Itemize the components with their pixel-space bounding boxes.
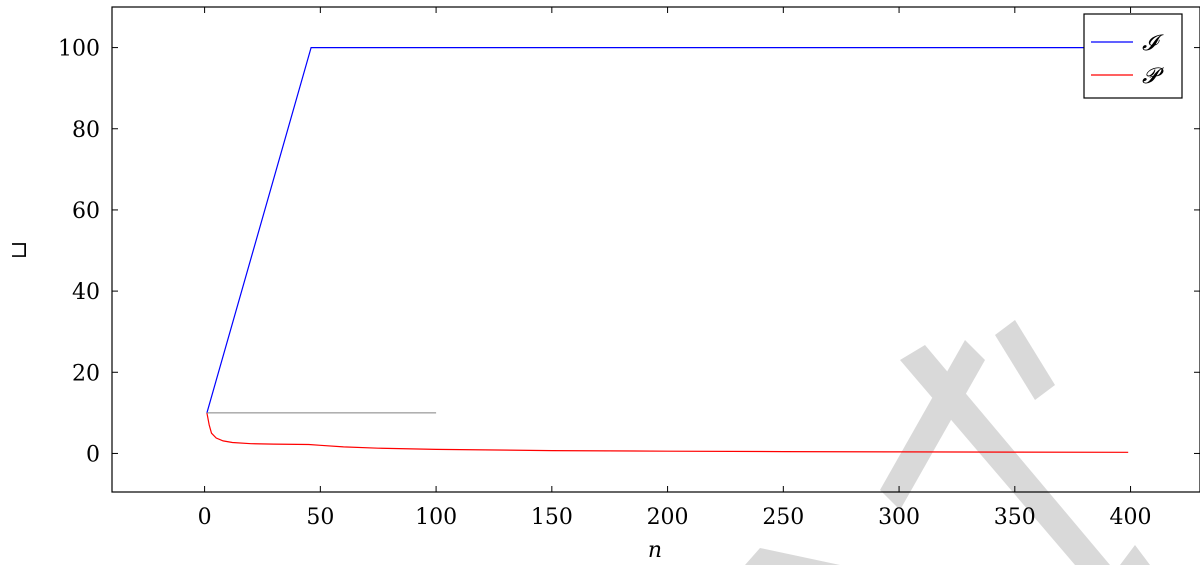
watermark-stroke-5 [1120,545,1150,565]
series-line-1 [206,412,1129,453]
series-line-0 [206,46,1129,414]
x-tick-label: 0 [198,505,212,530]
watermark-stroke-3 [880,340,985,510]
y-tick-label: 100 [58,37,100,62]
x-tick-label: 100 [415,505,457,530]
y-tick-label: 60 [72,199,100,224]
y-tick-label: 40 [72,280,100,305]
x-tick-label: 250 [762,505,804,530]
plot-area-border [111,6,1200,493]
legend: 𝓘 𝓟 [1083,13,1183,99]
x-tick-label: 150 [531,505,573,530]
y-tick-label: 80 [72,118,100,143]
x-tick-label: 400 [1110,505,1152,530]
plot-series [206,46,1129,453]
x-tick-label: 350 [994,505,1036,530]
x-tick-label: 200 [647,505,689,530]
y-axis-ticks: 0 20 40 60 80 100 [58,37,1200,467]
watermark-stroke-1 [995,320,1055,400]
watermark-stroke-4 [900,345,1110,565]
x-axis-title: n [648,538,662,563]
x-tick-label: 300 [878,505,920,530]
x-tick-label: 50 [306,505,334,530]
draft-watermark [745,320,1150,565]
watermark-stroke-2 [745,548,840,565]
plot-frame [111,6,1200,493]
y-axis-title: ⊔ [7,241,32,259]
legend-box [1083,13,1183,99]
x-axis-ticks: 0 50 100 150 200 250 300 350 400 [198,7,1152,530]
y-tick-label: 20 [72,361,100,386]
y-tick-label: 0 [86,442,100,467]
